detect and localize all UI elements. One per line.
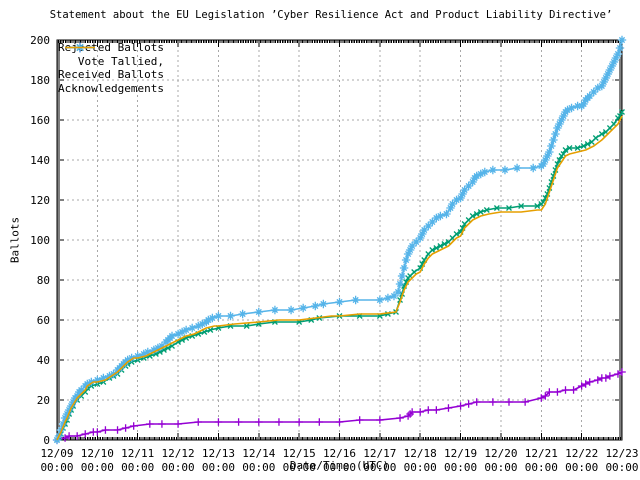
series-line-acknowledgements [56, 115, 623, 441]
x-tick-sublabel: 00:00 [605, 461, 638, 474]
x-tick-label: 12/13 [202, 447, 235, 460]
x-tick-sublabel: 00:00 [40, 461, 73, 474]
x-tick-sublabel: 00:00 [162, 461, 195, 474]
x-tick-sublabel: 00:00 [202, 461, 235, 474]
x-tick-label: 12/12 [162, 447, 195, 460]
x-tick-label: 12/15 [283, 447, 316, 460]
legend-item-received-ballots: Received Ballots [58, 42, 164, 82]
x-tick-sublabel: 00:00 [81, 461, 114, 474]
x-tick-sublabel: 00:00 [242, 461, 275, 474]
y-tick-label: 40 [37, 354, 50, 367]
x-tick-label: 12/11 [121, 447, 154, 460]
y-tick-label: 20 [37, 394, 50, 407]
y-tick-label: 160 [30, 114, 50, 127]
x-tick-label: 12/14 [242, 447, 275, 460]
x-tick-label: 12/18 [404, 447, 437, 460]
x-tick-label: 12/09 [40, 447, 73, 460]
legend-item-vote-tallied: Vote Tallied, [58, 43, 164, 69]
x-tick-sublabel: 00:00 [121, 461, 154, 474]
x-axis-label: Date/Time (UTC) [289, 459, 390, 472]
y-tick-label: 200 [30, 34, 50, 47]
x-tick-label: 12/19 [444, 447, 477, 460]
y-axis-label: Ballots [8, 216, 22, 264]
legend-label: Acknowledgements [58, 81, 164, 95]
chart-title: Statement about the EU Legislation ’Cybe… [49, 9, 613, 21]
y-tick-label: 100 [30, 234, 50, 247]
x-tick-sublabel: 00:00 [525, 461, 558, 474]
y-tick-label: 80 [37, 274, 50, 287]
x-tick-label: 12/21 [525, 447, 558, 460]
y-tick-label: 120 [30, 194, 50, 207]
x-tick-label: 12/10 [81, 447, 114, 460]
x-tick-sublabel: 00:00 [484, 461, 517, 474]
x-tick-label: 12/23 [605, 447, 638, 460]
x-tick-label: 12/17 [363, 447, 396, 460]
y-tick-label: 140 [30, 154, 50, 167]
x-tick-label: 12/22 [565, 447, 598, 460]
x-tick-sublabel: 00:00 [444, 461, 477, 474]
y-tick-label: 60 [37, 314, 50, 327]
legend-item-acknowledgements: Acknowledgements [58, 46, 164, 96]
x-tick-sublabel: 00:00 [565, 461, 598, 474]
x-tick-sublabel: 00:00 [283, 461, 316, 474]
legend: Rejected Ballots Vote Tallied, Received Ba… [58, 41, 164, 95]
x-tick-sublabel: 00:00 [404, 461, 437, 474]
y-tick-label: 180 [30, 74, 50, 87]
x-tick-sublabel: 00:00 [323, 461, 356, 474]
legend-sample-line [65, 46, 95, 49]
y-tick-label: 0 [43, 434, 50, 447]
legend-label: Vote Tallied, [77, 54, 164, 68]
x-tick-label: 12/16 [323, 447, 356, 460]
grid-lines [57, 40, 622, 440]
legend-label: Received Ballots [58, 68, 164, 82]
x-tick-label: 12/20 [484, 447, 517, 460]
x-tick-sublabel: 00:00 [363, 461, 396, 474]
